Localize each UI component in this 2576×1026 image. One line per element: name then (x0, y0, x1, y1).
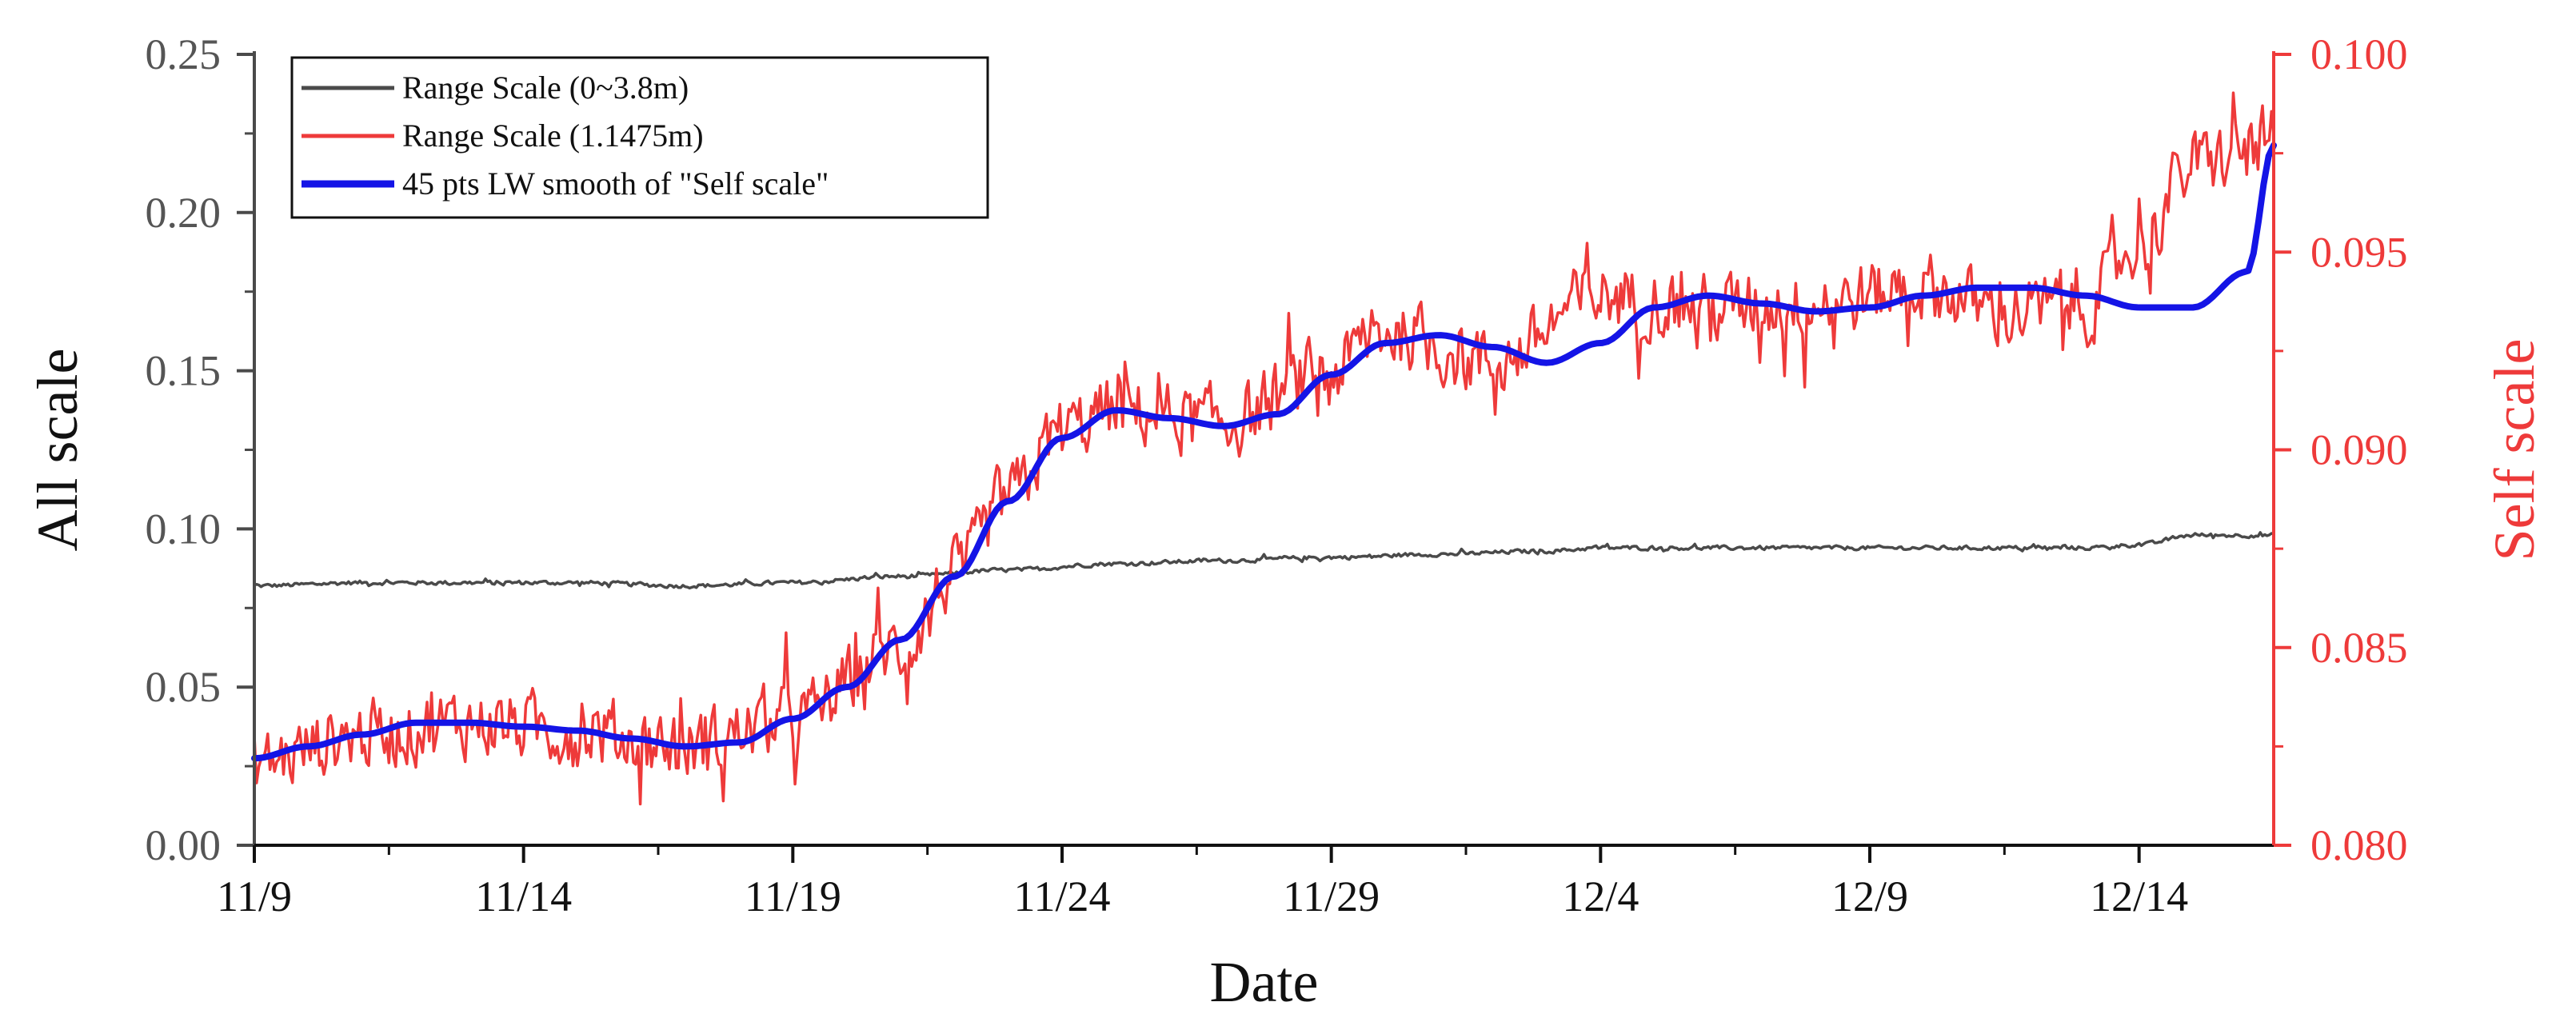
y-axis-title-right: Self scale (2482, 339, 2546, 561)
legend-box (290, 56, 989, 219)
x-tick-label: 11/29 (1283, 872, 1380, 920)
legend-label-2: Range Scale (1.1475m) (402, 118, 704, 154)
legend: Range Scale (0~3.8m) Range Scale (1.1475m… (290, 56, 989, 219)
x-tick-label: 11/19 (745, 872, 841, 920)
x-tick-label: 11/9 (217, 872, 292, 920)
text-layer: 0.00 0.05 0.10 0.15 0.20 0.25 0.080 0.085 0.090 0… (26, 30, 2546, 1014)
x-axis-title: Date (1210, 950, 1319, 1014)
left-tick-label: 0.10 (146, 505, 222, 553)
series-line-2 (253, 91, 2275, 806)
y-axis-title-left: All scale (26, 349, 90, 552)
x-tick-label: 12/9 (1831, 872, 1908, 920)
right-tick-label: 0.085 (2310, 624, 2408, 672)
series-line-1 (253, 531, 2275, 590)
left-tick-label: 0.15 (146, 347, 222, 395)
right-tick-label: 0.095 (2310, 228, 2408, 276)
series-layer (251, 91, 2277, 806)
series-line-3 (251, 142, 2277, 762)
left-tick-label: 0.20 (146, 189, 222, 237)
right-tick-label: 0.100 (2310, 30, 2408, 78)
legend-label-3: 45 pts LW smooth of "Self scale" (402, 166, 829, 202)
axes-layer (237, 51, 2291, 863)
x-tick-label: 11/14 (475, 872, 572, 920)
x-tick-label: 12/14 (2090, 872, 2188, 920)
left-tick-label: 0.00 (146, 821, 222, 869)
left-tick-label: 0.25 (146, 30, 222, 78)
right-tick-label: 0.080 (2310, 821, 2408, 869)
x-tick-label: 11/24 (1014, 872, 1111, 920)
legend-label-1: Range Scale (0~3.8m) (402, 70, 689, 106)
x-tick-label: 12/4 (1562, 872, 1639, 920)
left-tick-label: 0.05 (146, 663, 222, 711)
right-tick-label: 0.090 (2310, 426, 2408, 474)
